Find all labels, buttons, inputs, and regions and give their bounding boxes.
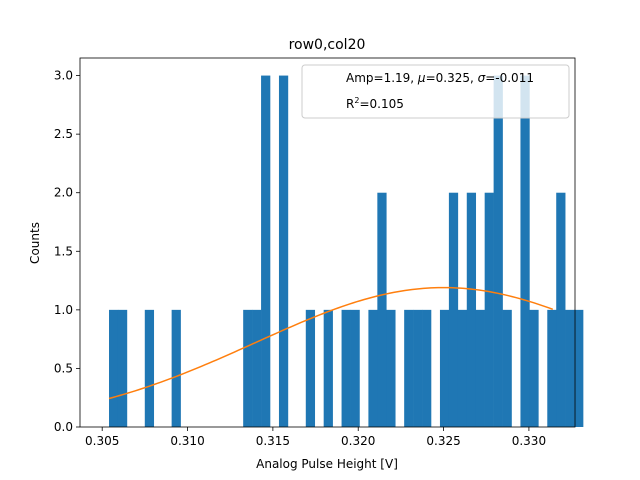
- y-tick-label: 2.5: [54, 127, 73, 141]
- histogram-bar: [529, 309, 539, 427]
- y-tick-label: 1.0: [54, 303, 73, 317]
- y-tick-label: 0.5: [54, 361, 73, 375]
- x-tick-label: 0.325: [426, 434, 460, 448]
- histogram-bar: [341, 309, 351, 427]
- x-tick-label: 0.320: [341, 434, 375, 448]
- histogram-bar: [278, 75, 289, 427]
- x-axis-label: Analog Pulse Height [V]: [256, 457, 398, 471]
- histogram-bar: [448, 192, 459, 427]
- histogram-bar: [502, 309, 512, 427]
- histogram-bar: [261, 75, 271, 427]
- histogram-bar: [243, 309, 253, 427]
- x-tick-label: 0.315: [256, 434, 290, 448]
- histogram-bar: [439, 309, 450, 427]
- histogram-bar: [556, 192, 566, 427]
- y-axis-ticks: 0.0 0.5 1.0 1.5 2.0 2.5 3.0: [54, 69, 80, 434]
- y-tick-label: 2.0: [54, 186, 73, 200]
- histogram-bar: [547, 309, 557, 427]
- x-tick-label: 0.330: [512, 434, 546, 448]
- histogram-bar: [484, 192, 494, 427]
- histogram-bar: [475, 309, 485, 427]
- histogram-bar: [404, 309, 414, 427]
- x-tick-label: 0.305: [85, 434, 119, 448]
- histogram-bar: [457, 309, 468, 427]
- histogram-bar: [350, 309, 360, 427]
- x-axis-ticks: 0.305 0.310 0.315 0.320 0.325 0.330: [85, 427, 546, 448]
- histogram-bars: [109, 75, 584, 427]
- histogram-bar: [493, 75, 503, 427]
- legend: Amp=1.19, μ=0.325, σ=-0.011 R2=0.105: [301, 64, 570, 119]
- histogram-bar: [386, 309, 396, 427]
- histogram-bar: [323, 309, 333, 427]
- histogram-bar: [520, 75, 530, 427]
- legend-box: [301, 64, 570, 119]
- histogram-bar: [422, 309, 432, 427]
- y-tick-label: 3.0: [54, 69, 73, 83]
- histogram-bar: [171, 309, 181, 427]
- y-tick-label: 0.0: [54, 420, 73, 434]
- histogram-bar: [574, 309, 584, 427]
- y-tick-label: 1.5: [54, 244, 73, 258]
- histogram-bar: [565, 309, 575, 427]
- histogram-bar: [377, 192, 387, 427]
- histogram-bar: [252, 309, 262, 427]
- legend-entry-r-squared: R2=0.105: [346, 96, 404, 111]
- histogram-bar: [117, 309, 128, 427]
- plot-frame: [79, 57, 576, 428]
- fit-curve: [108, 286, 554, 400]
- legend-entry-fit-params: Amp=1.19, μ=0.325, σ=-0.011: [346, 71, 534, 85]
- y-axis-label: Counts: [28, 222, 42, 264]
- histogram-bar: [466, 192, 477, 427]
- chart-title: row0,col20: [289, 37, 366, 53]
- histogram-bar: [368, 309, 378, 427]
- histogram-bar: [413, 309, 423, 427]
- histogram-bar: [109, 309, 119, 427]
- histogram-bar: [144, 309, 155, 427]
- x-tick-label: 0.310: [170, 434, 204, 448]
- histogram-bar: [305, 309, 316, 427]
